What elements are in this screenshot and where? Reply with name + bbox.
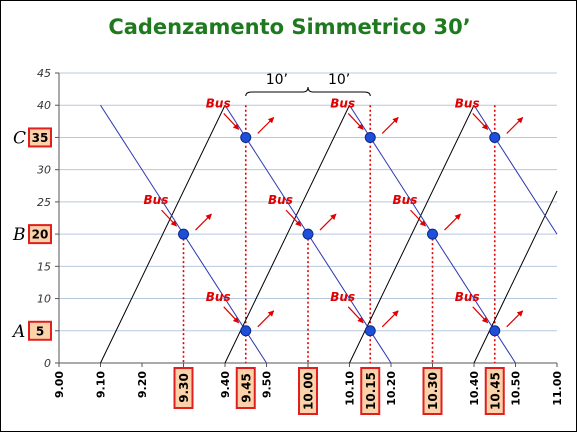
time-highlight-label: 10.30	[426, 372, 440, 410]
x-tick-label: 9.20	[136, 371, 149, 398]
x-tick-label: 10.20	[385, 371, 398, 406]
bus-label: Bus	[206, 290, 231, 304]
stop-value: 35	[32, 131, 49, 145]
bus-label: Bus	[268, 193, 293, 207]
time-highlight-box	[235, 367, 256, 409]
time-highlight-label: 10.00	[302, 372, 316, 410]
bus-label: Bus	[144, 193, 169, 207]
bus-arrow-in	[285, 209, 302, 227]
chart-title: Cadenzamento Simmetrico 30’	[108, 15, 471, 39]
bus-arrow-in	[347, 306, 364, 324]
time-highlight-box	[360, 367, 381, 415]
time-highlight-label: 9.45	[239, 373, 253, 403]
line-a-to-c	[100, 105, 226, 364]
bus-arrow-in	[472, 306, 489, 324]
bus-label: Bus	[330, 96, 355, 110]
interval-label: 10’	[266, 72, 288, 88]
bus-arrow-in	[223, 306, 240, 324]
crossing-nodes	[178, 131, 501, 337]
time-highlight-label: 10.15	[364, 372, 378, 410]
bus-label: Bus	[206, 96, 231, 110]
y-tick-label: 25	[37, 196, 51, 209]
interval-brace: 10’ 10’	[245, 72, 371, 97]
crossing-node	[427, 228, 438, 240]
x-tick-label: 11.00	[551, 371, 564, 406]
gridlines	[59, 72, 557, 332]
bus-arrow-out	[257, 117, 275, 134]
crossing-node	[489, 131, 501, 143]
brace-shape	[245, 86, 371, 97]
bus-arrow-in	[410, 209, 426, 227]
bus-arrow-out	[506, 117, 524, 134]
y-tick-label: 40	[37, 99, 51, 112]
time-highlight-box	[484, 367, 505, 415]
time-highlight-box	[173, 367, 194, 409]
bus-label: Bus	[330, 290, 355, 304]
stop-value-box	[28, 127, 52, 148]
interval-label: 10’	[328, 72, 350, 88]
y-tick-label: 30	[37, 164, 51, 177]
tick-labels: 0510152025303540459.009.109.209.309.409.…	[37, 67, 564, 415]
stop-value-box	[28, 224, 52, 245]
stop-value: 20	[32, 228, 49, 242]
bus-label: Bus	[393, 193, 418, 207]
stop-letter: A	[11, 322, 25, 342]
x-tick-label: 9.50	[261, 371, 274, 398]
dotted-guides	[182, 105, 496, 363]
time-highlight-label: 9.30	[177, 373, 191, 403]
crossing-node	[364, 131, 376, 143]
bus-arrow-out	[257, 310, 275, 328]
bus-arrow-out	[381, 117, 399, 134]
bus-annotations: Bus Bus Bus Bus Bus Bus Bus Bus Bus	[144, 96, 524, 328]
x-tick-label: 10.50	[510, 371, 523, 406]
bus-arrow-in	[472, 113, 489, 130]
bus-arrow-in	[223, 113, 240, 130]
time-highlight-box	[422, 367, 443, 415]
bus-label: Bus	[455, 290, 480, 304]
x-tick-label: 10.40	[468, 371, 481, 406]
crossing-node	[240, 131, 252, 143]
x-tick-label: 9.10	[95, 371, 108, 398]
stop-letter: B	[12, 225, 26, 245]
crossing-node	[302, 228, 314, 240]
stop-value: 5	[36, 324, 44, 338]
y-tick-label: 10	[37, 293, 51, 306]
stop-value-box	[28, 320, 52, 341]
time-highlight-label: 10.45	[488, 372, 502, 410]
bus-arrow-out	[319, 213, 337, 231]
y-tick-label: 15	[37, 260, 51, 273]
bus-arrow-in	[161, 209, 177, 227]
x-tick-label: 9.00	[53, 371, 66, 398]
x-tick-label: 10.10	[344, 371, 357, 406]
bus-arrow-out	[444, 213, 461, 231]
line-a-to-c	[349, 105, 475, 364]
crossing-node	[178, 228, 189, 240]
bus-arrow-in	[347, 113, 364, 130]
line-a-to-c	[224, 105, 350, 364]
crossing-node	[364, 325, 376, 337]
bus-arrow-out	[381, 310, 399, 328]
stop-letter: C	[13, 128, 26, 148]
bus-arrow-out	[506, 310, 524, 328]
bus-label: Bus	[455, 96, 480, 110]
bus-arrow-out	[195, 213, 212, 231]
crossing-node	[489, 325, 501, 337]
line-a-to-c	[473, 190, 558, 364]
time-highlight-box	[298, 367, 318, 415]
y-tick-label: 0	[44, 357, 51, 370]
crossing-node	[240, 325, 252, 337]
stop-labels: A 5 B 20 C 35	[11, 127, 52, 342]
x-tick-label: 9.40	[219, 371, 232, 398]
y-tick-label: 45	[37, 67, 51, 80]
